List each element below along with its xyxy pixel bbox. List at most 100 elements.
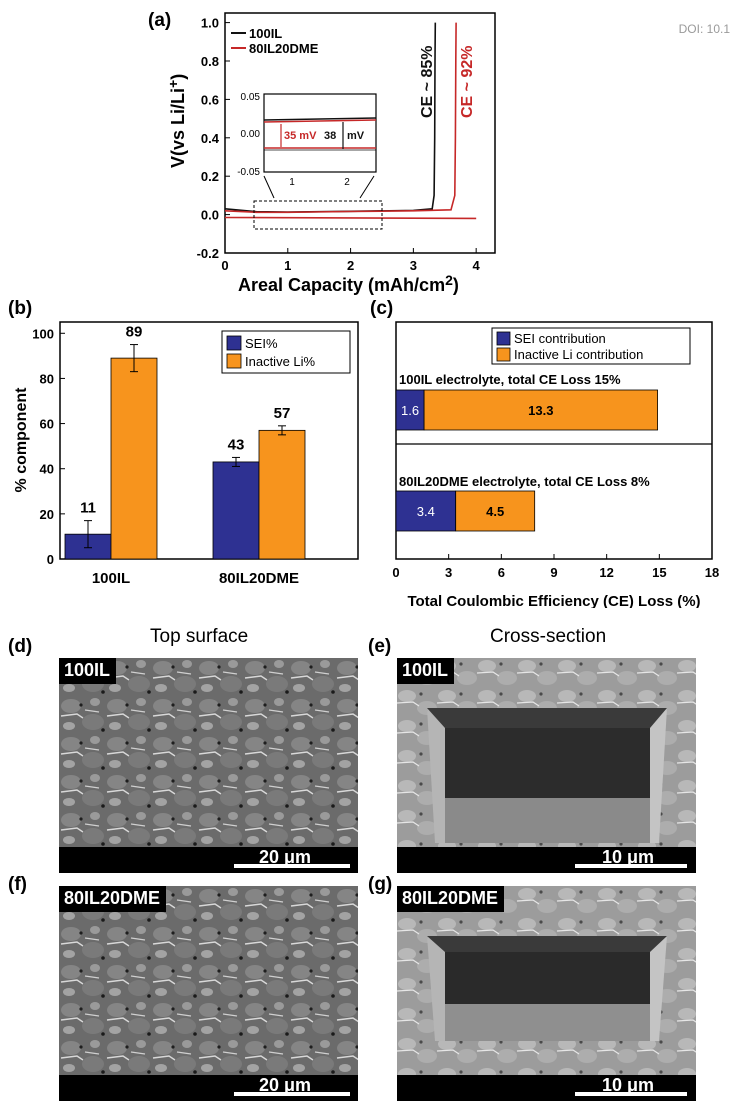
legend-swatch-sei <box>226 335 242 351</box>
chart-a-ytick-label: 1.0 <box>201 16 219 31</box>
chart-a-ytick-label: 0.2 <box>201 169 219 184</box>
sem-tag-f: 80IL20DME <box>59 886 167 912</box>
chart-b-value-label: 57 <box>274 405 291 422</box>
trench-wall-e <box>445 728 650 798</box>
inset-xtick: 1 <box>289 177 295 188</box>
panel-label-b: (b) <box>8 298 33 319</box>
chart-b-ytick-label: 80 <box>40 371 54 386</box>
column-head-cross-section: Cross-section <box>490 626 607 647</box>
group-title-100il: 100IL electrolyte, total CE Loss 15% <box>399 372 621 387</box>
scale-bar-e: 10 μm <box>397 847 696 873</box>
panel-label-g: (g) <box>368 874 393 895</box>
chart-a: -0.2 0.0 0.2 0.4 0.6 0.8 1.0 0 1 2 3 4 35 mV 38 mV… <box>165 12 496 295</box>
chart-b-ylabel: % component <box>13 387 30 493</box>
zoom-region-box <box>253 200 383 230</box>
chart-b-value-label: 89 <box>126 324 143 341</box>
legend-label-inactive-li: Inactive Li% <box>245 354 316 369</box>
chart-a-ytick-label: -0.2 <box>197 246 219 261</box>
chart-c-xtick-label: 3 <box>445 565 452 580</box>
scale-text-d: 20 μm <box>259 847 312 867</box>
chart-a-xtick-label: 2 <box>347 258 354 273</box>
inset-pointer-left <box>263 175 275 199</box>
panel-label-e: (e) <box>368 636 392 657</box>
doi-text: DOI: 10.1 <box>678 22 730 36</box>
chart-c-xtick-label: 18 <box>705 565 719 580</box>
sem-tag-e: 100IL <box>397 658 455 684</box>
scale-text-f: 20 μm <box>259 1075 312 1095</box>
sem-image-d: 100IL 20 μm <box>59 658 358 873</box>
scale-text-g: 10 μm <box>602 1075 655 1095</box>
chart-c-xtick-label: 15 <box>652 565 666 580</box>
chart-b-legend <box>221 330 351 374</box>
legend-swatch-inactive-li-contribution <box>496 347 511 362</box>
chart-c-xlabel: Total Coulombic Efficiency (CE) Loss (%) <box>407 593 700 608</box>
chart-a-xtick-label: 1 <box>284 258 291 273</box>
chart-c-xtick-label: 9 <box>550 565 557 580</box>
chart-c-bar-segment <box>395 490 457 532</box>
inset-label-mv: mV <box>347 130 365 142</box>
scale-bar-g: 10 μm <box>397 1075 696 1101</box>
chart-a-ytick-label: 0.8 <box>201 54 219 69</box>
chart-a-xlabel: Areal Capacity (mAh/cm2) <box>238 272 459 295</box>
trench-side-left-e <box>427 708 445 843</box>
sem-texture-d <box>59 658 358 873</box>
annotation-ce-92: CE ~ 92% <box>459 46 476 118</box>
chart-b: 0 20 40 60 80 100 11 43 89 57 100IL 80IL20DME % c… <box>13 321 359 587</box>
panel-label-a: (a) <box>148 10 172 31</box>
sem-image-f: 80IL20DME 20 μm <box>59 886 358 1101</box>
scale-text-e: 10 μm <box>602 847 655 867</box>
chart-a-ytick-label: 0.4 <box>201 131 220 146</box>
legend-label-sei: SEI% <box>245 336 278 351</box>
chart-b-frame <box>59 321 359 560</box>
scale-bar-d: 20 μm <box>59 847 358 873</box>
inset-label-38: 38 <box>324 130 336 142</box>
panel-label-f: (f) <box>8 874 27 895</box>
inset-ytick: -0.05 <box>237 167 260 178</box>
trench-wall-g <box>445 952 650 1004</box>
chart-b-ytick-label: 100 <box>32 326 54 341</box>
inset-line-80il-charge <box>263 119 377 123</box>
trench-side-left-g <box>427 936 445 1041</box>
sem-tag-g: 80IL20DME <box>397 886 505 912</box>
legend-label-inactive-li-contribution: Inactive Li contribution <box>514 347 643 362</box>
chart-b-ytick-label: 40 <box>40 462 54 477</box>
chart-b-category-label: 100IL <box>92 570 130 587</box>
inset-label-35mv: 35 mV <box>284 130 317 142</box>
chart-c-value-label: 1.6 <box>401 403 419 418</box>
chart-a-frame <box>224 12 496 254</box>
scale-line-f <box>234 1092 350 1096</box>
sem-image-g: 80IL20DME 10 μm <box>397 886 696 1101</box>
legend-swatch-sei-contribution <box>496 331 511 346</box>
chart-b-bar <box>110 357 158 560</box>
panel-label-d: (d) <box>8 636 33 657</box>
legend-label-80il20dme: 80IL20DME <box>249 41 319 56</box>
scale-line-g <box>575 1092 687 1096</box>
chart-a-ytick-label: 0.0 <box>201 208 219 223</box>
legend-label-100il: 100IL <box>249 26 282 41</box>
chart-b-bar <box>258 429 306 560</box>
inset-ytick: 0.05 <box>241 92 261 103</box>
chart-a-xtick-label: 0 <box>221 258 228 273</box>
chart-c-legend <box>491 327 691 365</box>
chart-c-value-label: 13.3 <box>528 403 553 418</box>
chart-b-value-label: 43 <box>228 436 245 453</box>
legend-label-sei-contribution: SEI contribution <box>514 331 606 346</box>
annotation-ce-85: CE ~ 85% <box>419 46 436 118</box>
chart-a-xtick-label: 3 <box>410 258 417 273</box>
sem-texture-f <box>59 886 358 1101</box>
scale-line-e <box>575 864 687 868</box>
chart-c-bar-segment <box>423 389 658 431</box>
sem-image-e: 100IL 10 μm <box>397 658 696 873</box>
scale-bar-f: 20 μm <box>59 1075 358 1101</box>
group-title-80il20dme: 80IL20DME electrolyte, total CE Loss 8% <box>399 474 650 489</box>
inset-ytick: 0.00 <box>241 129 261 140</box>
sem-texture-e <box>397 658 696 873</box>
chart-b-value-label: 11 <box>80 500 96 517</box>
chart-c-xtick-label: 6 <box>498 565 505 580</box>
chart-a-series-line <box>224 22 457 214</box>
legend-swatch-inactive-li <box>226 353 242 369</box>
trench-floor-g <box>445 1004 650 1041</box>
inset-pointer-right <box>359 175 375 199</box>
chart-c-bar-segment <box>455 490 536 532</box>
chart-c: 0 3 6 9 12 15 18 1.6 13.3 3.4 4.5 SEI contributio… <box>392 321 719 608</box>
